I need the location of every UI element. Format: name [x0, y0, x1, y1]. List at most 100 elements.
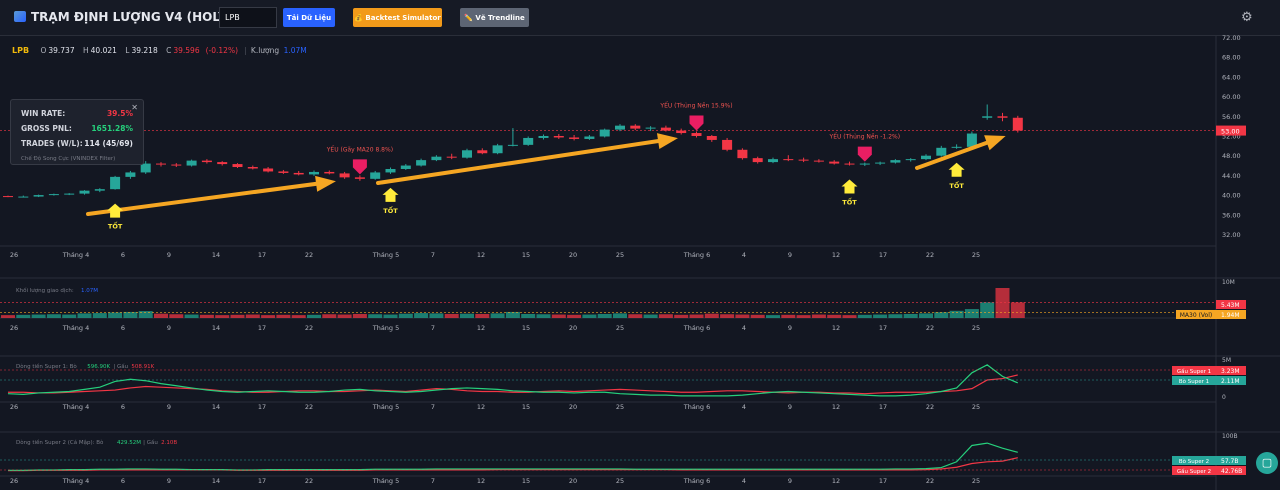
volume-tag	[1216, 300, 1246, 309]
volume-axis-label: 10M	[1222, 279, 1235, 286]
winrate-label: WIN RATE:	[21, 109, 66, 118]
volume-bar	[460, 313, 474, 318]
chart-icon	[14, 11, 26, 22]
candle	[79, 190, 90, 195]
candle	[982, 104, 993, 120]
app-title: TRẠM ĐỊNH LƯỢNG V4 (HOLY GRAIL)	[14, 10, 277, 24]
volume-bar	[322, 314, 337, 318]
volume-title: Khối lượng giao dịch:	[16, 287, 74, 294]
x-axis-label: Tháng 4	[62, 324, 90, 332]
candle	[615, 124, 625, 132]
x-axis-label: 7	[431, 251, 435, 259]
candle	[201, 159, 212, 164]
open-value: 39.737	[48, 46, 75, 55]
x-axis-label: 4	[742, 477, 746, 485]
volume-bar	[245, 314, 260, 318]
x-axis-label: 25	[616, 403, 624, 411]
candle-body	[997, 116, 1008, 118]
candle-body	[492, 145, 503, 154]
x-axis-label: 25	[972, 477, 980, 485]
candle	[232, 163, 243, 169]
close-icon[interactable]: ✕	[131, 103, 138, 112]
candle-body	[247, 167, 258, 169]
candle	[446, 153, 457, 160]
super1-buy-value: 596.90K	[87, 364, 110, 370]
x-axis-label: 26	[10, 477, 18, 485]
x-axis-label: 20	[569, 403, 577, 411]
candle-body	[94, 189, 105, 191]
candle	[676, 128, 687, 135]
volume-bar	[199, 314, 214, 318]
price-tick-label: 64.00	[1222, 73, 1241, 81]
candle	[538, 134, 549, 140]
draw-trendline-button[interactable]: ✏️ Vẽ Trendline	[460, 8, 529, 27]
x-axis-label: 17	[879, 251, 887, 259]
volume-tag-label: 5.43M	[1221, 302, 1240, 309]
candle-body	[768, 159, 778, 163]
gear-icon[interactable]: ⚙	[1241, 10, 1253, 25]
candle	[875, 161, 886, 166]
backtest-simulator-button[interactable]: 💰 Backtest Simulator	[353, 8, 442, 27]
candle-body	[936, 147, 947, 156]
candle	[844, 161, 855, 166]
x-axis-label: 4	[742, 403, 746, 411]
ohlc-symbol: LPB	[12, 46, 30, 55]
candle-body	[48, 194, 59, 196]
x-axis-label: 9	[167, 251, 171, 259]
x-axis-label: Tháng 5	[372, 403, 400, 411]
price-tick-label: 60.00	[1222, 93, 1241, 101]
candle	[64, 193, 75, 196]
super1-tag-value-label: 2.11M	[1221, 378, 1240, 385]
volume-bar	[383, 314, 398, 318]
super1-axis-max: 5M	[1222, 357, 1231, 364]
candle	[966, 131, 977, 148]
sell-signal-label: YẾU (Gãy MA20 8.8%)	[326, 145, 393, 153]
chat-icon[interactable]: ▢	[1256, 452, 1278, 474]
price-tick-label: 68.00	[1222, 54, 1241, 62]
sell-signal-label: YẾU (Thủng Nền -1.2%)	[829, 133, 901, 141]
candle	[660, 125, 671, 132]
price-tick-label: 32.00	[1222, 231, 1241, 239]
x-axis-label: Tháng 5	[372, 324, 400, 332]
candle-body	[844, 163, 855, 165]
volume-bar	[169, 314, 184, 318]
super1-sell-value: 508.91K	[131, 364, 154, 370]
candle-body	[64, 193, 75, 195]
pnl-value: 1651.28%	[91, 124, 133, 133]
volume-bar	[154, 313, 168, 318]
volume-bar	[368, 314, 383, 318]
x-axis-label: 9	[788, 477, 792, 485]
volume-bar	[796, 315, 811, 318]
volume-bar	[352, 313, 367, 318]
candle	[186, 159, 197, 167]
buy-signal-icon	[841, 179, 858, 194]
candle-body	[370, 172, 381, 179]
candle-body	[339, 173, 350, 178]
super2-tag-label: Bò Super 2	[1179, 458, 1209, 465]
x-axis-label: 6	[121, 403, 125, 411]
x-axis-label: Tháng 6	[683, 477, 711, 485]
price-tick-label: 40.00	[1222, 192, 1241, 200]
low-label: L	[125, 46, 130, 55]
volume-bar	[613, 313, 627, 318]
x-axis-label: 17	[258, 324, 266, 332]
volume-bar	[92, 313, 107, 318]
candle-body	[217, 162, 228, 165]
price-tick-label: 36.00	[1222, 211, 1241, 219]
trend-arrow-line	[376, 137, 674, 185]
volume-bar	[521, 313, 536, 318]
winrate-value: 39.5%	[106, 109, 133, 118]
candle-body	[951, 146, 962, 148]
x-axis-label: 22	[305, 251, 313, 259]
candle-body	[477, 150, 488, 154]
load-data-button[interactable]: Tải Dữ Liệu	[283, 8, 335, 27]
sell-signal-icon	[689, 115, 704, 131]
candle	[783, 155, 794, 162]
candle-body	[33, 195, 44, 197]
symbol-input[interactable]	[219, 7, 277, 28]
panel-bg	[0, 278, 1216, 318]
volume-bar	[827, 314, 842, 318]
volume-bar	[31, 314, 46, 318]
candle-body	[309, 171, 319, 175]
